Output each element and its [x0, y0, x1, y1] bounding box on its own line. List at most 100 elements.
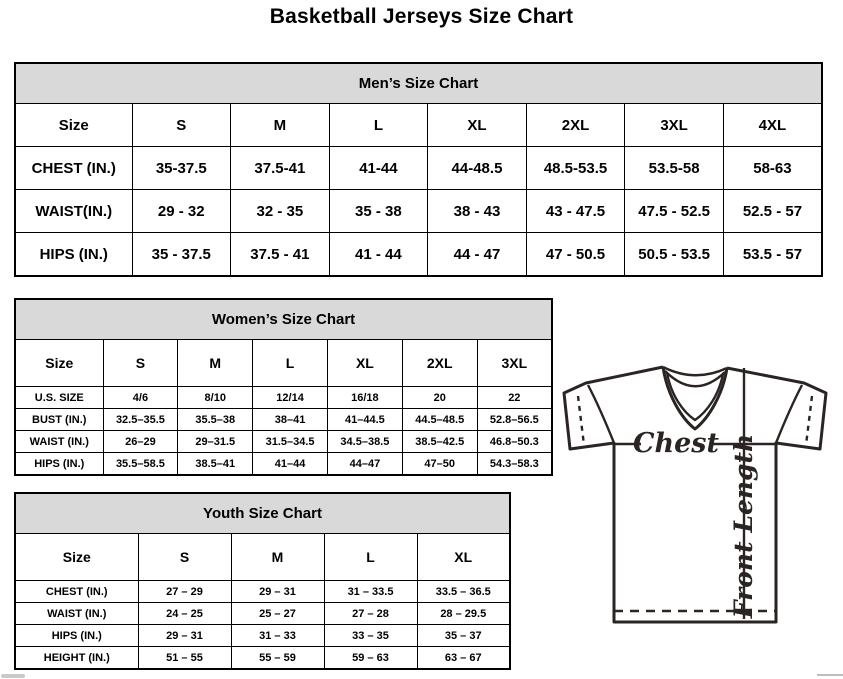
- womens-table-row: WAIST (IN.) 26–29 29–31.5 31.5–34.5 34.5–38.…: [14, 430, 553, 453]
- youth-value-cell: 24 – 25: [137, 602, 232, 625]
- youth-table-row: HIPS (IN.) 29 – 31 31 – 33 33 – 35 35 – 37: [14, 624, 511, 647]
- mens-value-cell: 53.5 - 57: [722, 232, 823, 277]
- youth-table-title: Youth Size Chart: [14, 492, 511, 534]
- mens-value-cell: 47 - 50.5: [525, 232, 626, 277]
- mens-value-cell: 43 - 47.5: [525, 189, 626, 233]
- womens-value-cell: 44.5–48.5: [401, 408, 478, 431]
- mens-table-row: WAIST(IN.) 29 - 32 32 - 35 35 - 38 38 - 43 43…: [14, 189, 823, 233]
- youth-value-cell: 59 – 63: [323, 646, 418, 670]
- mens-value-cell: 37.5 - 41: [230, 232, 330, 277]
- mens-column-header: 4XL: [722, 103, 823, 147]
- mens-value-cell: 29 - 32: [131, 189, 232, 233]
- womens-value-cell: 16/18: [326, 386, 403, 409]
- womens-row-label: BUST (IN.): [14, 408, 104, 431]
- womens-column-header: Size: [14, 339, 104, 387]
- front-length-label: Front Length: [729, 434, 758, 619]
- mens-column-header: 2XL: [525, 103, 626, 147]
- collar-outer-v: [661, 366, 729, 431]
- mens-value-cell: 35-37.5: [131, 146, 232, 190]
- youth-value-cell: 27 – 28: [323, 602, 418, 625]
- youth-value-cell: 29 – 31: [230, 580, 325, 603]
- youth-column-header: S: [137, 533, 232, 581]
- bottom-left-ui-fragment: [1, 674, 25, 678]
- mens-size-table-container: Men’s Size Chart Size S M L XL 2XL 3XL 4XL CHEST …: [14, 62, 823, 277]
- womens-value-cell: 41–44: [252, 452, 328, 476]
- womens-value-cell: 8/10: [177, 386, 254, 409]
- left-armhole-seam: [586, 384, 616, 444]
- youth-value-cell: 63 – 67: [416, 646, 511, 670]
- mens-table-row: HIPS (IN.) 35 - 37.5 37.5 - 41 41 - 44 44 - …: [14, 232, 823, 277]
- womens-column-header: L: [252, 339, 328, 387]
- mens-table-row: CHEST (IN.) 35-37.5 37.5-41 41-44 44-48.5 48.…: [14, 146, 823, 190]
- youth-row-label: CHEST (IN.): [14, 580, 139, 603]
- jersey-measurement-diagram: Chest Front Length: [556, 356, 840, 630]
- womens-value-cell: 35.5–58.5: [102, 452, 179, 476]
- jersey-outline: [562, 365, 828, 624]
- youth-value-cell: 33 – 35: [323, 624, 418, 647]
- collar-inner-v: [665, 372, 725, 422]
- mens-row-label: CHEST (IN.): [14, 146, 133, 190]
- bottom-right-ui-fragment: [817, 674, 843, 676]
- youth-row-label: HEIGHT (IN.): [14, 646, 139, 670]
- womens-column-header: 3XL: [476, 339, 553, 387]
- womens-value-cell: 38.5–42.5: [401, 430, 478, 453]
- womens-value-cell: 44–47: [326, 452, 403, 476]
- womens-column-header: 2XL: [401, 339, 478, 387]
- womens-column-header: S: [102, 339, 179, 387]
- womens-value-cell: 12/14: [252, 386, 328, 409]
- womens-value-cell: 4/6: [102, 386, 179, 409]
- womens-row-label: U.S. SIZE: [14, 386, 104, 409]
- chest-label: Chest: [633, 428, 719, 459]
- mens-column-header: Size: [14, 103, 133, 147]
- mens-value-cell: 44-48.5: [427, 146, 527, 190]
- mens-value-cell: 53.5-58: [624, 146, 724, 190]
- mens-size-table: Men’s Size Chart Size S M L XL 2XL 3XL 4XL CHEST …: [14, 62, 823, 277]
- womens-table-title: Women’s Size Chart: [14, 298, 553, 340]
- womens-value-cell: 22: [476, 386, 553, 409]
- womens-row-label: WAIST (IN.): [14, 430, 104, 453]
- mens-row-label: WAIST(IN.): [14, 189, 133, 233]
- youth-value-cell: 25 – 27: [230, 602, 325, 625]
- youth-value-cell: 27 – 29: [137, 580, 232, 603]
- womens-value-cell: 31.5–34.5: [252, 430, 328, 453]
- mens-value-cell: 32 - 35: [230, 189, 330, 233]
- youth-table-row: HEIGHT (IN.) 51 – 55 55 – 59 59 – 63 63 – 67: [14, 646, 511, 670]
- womens-column-header: M: [177, 339, 254, 387]
- page-title: Basketball Jerseys Size Chart: [269, 5, 574, 28]
- womens-value-cell: 29–31.5: [177, 430, 254, 453]
- womens-value-cell: 54.3–58.3: [476, 452, 553, 476]
- youth-value-cell: 35 – 37: [416, 624, 511, 647]
- womens-value-cell: 38.5–41: [177, 452, 254, 476]
- womens-value-cell: 26–29: [102, 430, 179, 453]
- youth-size-table-container: Youth Size Chart Size S M L XL CHEST (IN.) 27 –…: [14, 492, 511, 670]
- womens-row-label: HIPS (IN.): [14, 452, 104, 476]
- mens-row-label: HIPS (IN.): [14, 232, 133, 277]
- left-cuff-dashed-line: [576, 395, 586, 446]
- mens-column-header: S: [131, 103, 232, 147]
- womens-value-cell: 47–50: [401, 452, 478, 476]
- mens-value-cell: 48.5-53.5: [525, 146, 626, 190]
- womens-column-header: XL: [326, 339, 403, 387]
- collar-back-arc: [662, 365, 728, 377]
- mens-value-cell: 37.5-41: [230, 146, 330, 190]
- mens-value-cell: 38 - 43: [427, 189, 527, 233]
- youth-value-cell: 55 – 59: [230, 646, 325, 670]
- youth-column-header: M: [230, 533, 325, 581]
- womens-size-table-container: Women’s Size Chart Size S M L XL 2XL 3XL U.S. SI…: [14, 298, 553, 476]
- youth-size-table: Youth Size Chart Size S M L XL CHEST (IN.) 27 –…: [14, 492, 511, 670]
- mens-table-title: Men’s Size Chart: [14, 62, 823, 104]
- womens-value-cell: 35.5–38: [177, 408, 254, 431]
- mens-value-cell: 50.5 - 53.5: [624, 232, 724, 277]
- youth-value-cell: 31 – 33.5: [323, 580, 418, 603]
- jersey-diagram-icon: Chest Front Length: [562, 365, 828, 624]
- youth-column-header: L: [323, 533, 418, 581]
- youth-column-header: Size: [14, 533, 139, 581]
- youth-value-cell: 33.5 – 36.5: [416, 580, 511, 603]
- youth-column-header: XL: [416, 533, 511, 581]
- mens-value-cell: 35 - 37.5: [131, 232, 232, 277]
- womens-value-cell: 38–41: [252, 408, 328, 431]
- mens-column-header: M: [230, 103, 330, 147]
- womens-table-row: U.S. SIZE 4/6 8/10 12/14 16/18 20 22: [14, 386, 553, 409]
- womens-value-cell: 41–44.5: [326, 408, 403, 431]
- mens-value-cell: 44 - 47: [427, 232, 527, 277]
